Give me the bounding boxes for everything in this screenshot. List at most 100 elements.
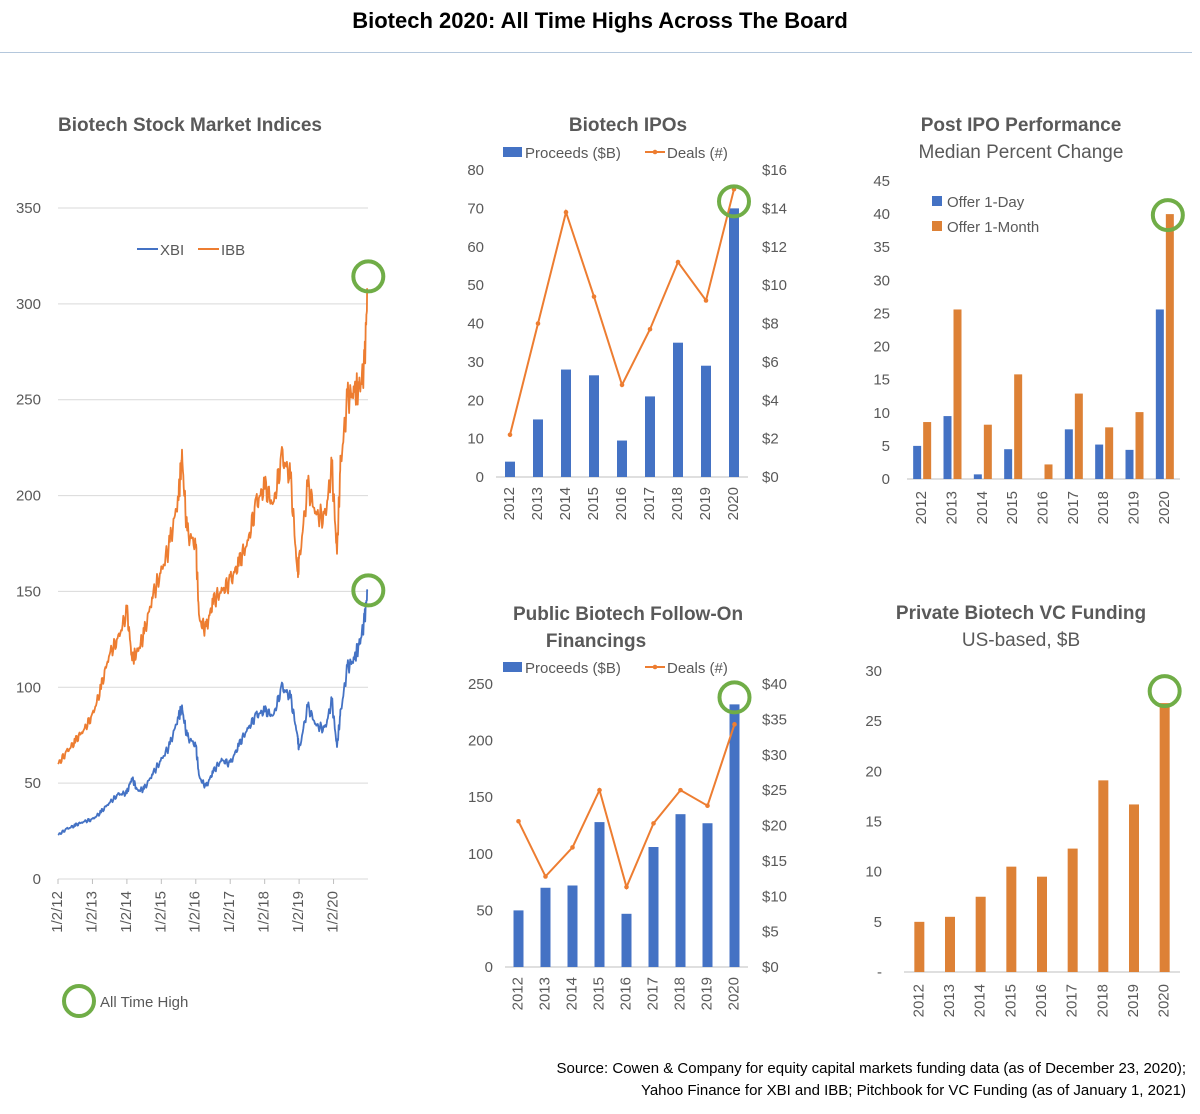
- ipos-bar: [505, 461, 515, 477]
- vc-ath-marker: [1147, 674, 1182, 709]
- vc-x-tick: 2019: [1125, 984, 1142, 1017]
- postipo-subtitle: Median Percent Change: [919, 142, 1124, 163]
- followon-bar: [540, 887, 551, 967]
- postipo-legend-1day-swatch: [932, 196, 942, 206]
- postipo-bar-offer-1-day: [973, 474, 982, 479]
- indices-x-tick: 1/2/18: [256, 891, 273, 933]
- indices-x-tick: 1/2/20: [325, 891, 342, 933]
- followon-bar: [675, 814, 686, 967]
- postipo-y-tick: 20: [873, 339, 890, 356]
- ath-legend-label: All Time High: [100, 994, 188, 1011]
- indices-y-tick: 50: [24, 775, 41, 792]
- followon-legend-deals-dot: [652, 664, 658, 670]
- indices-title: Biotech Stock Market Indices: [58, 115, 322, 136]
- ipos-right-tick: $2: [762, 431, 779, 448]
- postipo-bar-offer-1-month: [1165, 214, 1174, 479]
- postipo-bar-offer-1-day: [943, 416, 952, 479]
- ath-legend-icon: [62, 984, 96, 1018]
- vc-bar-value: [975, 896, 986, 972]
- followon-bar: [567, 885, 578, 967]
- ipos-x-tick: 2017: [641, 487, 658, 520]
- title-divider: [0, 52, 1192, 53]
- followon-left-tick: 100: [468, 846, 493, 863]
- ipos-deals-point: [675, 259, 681, 265]
- followon-ath-marker: [717, 680, 752, 715]
- followon-x-tick: 2015: [590, 977, 607, 1010]
- postipo-bar-offer-1-month: [983, 424, 992, 479]
- ipos-deals-point: [507, 432, 513, 438]
- ipos-right-tick: $0: [762, 469, 779, 486]
- followon-legend-deals: Deals (#): [667, 660, 728, 677]
- vc-bar-value: [945, 916, 955, 972]
- followon-left-tick: 250: [468, 676, 493, 693]
- postipo-y-tick: 0: [882, 471, 890, 488]
- followon-bar: [702, 823, 713, 967]
- ipos-x-tick: 2020: [725, 487, 742, 520]
- vc-bar-value: [1098, 780, 1109, 972]
- followon-deals-point: [570, 845, 575, 850]
- ipos-left-tick: 70: [467, 200, 484, 217]
- ipos-x-tick: 2019: [697, 487, 714, 520]
- ipos-deals-point: [647, 326, 653, 332]
- ipos-bar: [533, 419, 543, 477]
- followon-bar: [621, 913, 632, 967]
- vc-y-tick: 5: [874, 914, 882, 931]
- followon-right-tick: $35: [762, 711, 787, 728]
- ipos-left-tick: 10: [467, 431, 484, 448]
- ipos-deals-point: [619, 382, 625, 388]
- postipo-bar-offer-1-month: [1044, 464, 1053, 479]
- vc-subtitle: US-based, $B: [962, 630, 1080, 651]
- postipo-bar-offer-1-day: [1004, 449, 1013, 479]
- ipos-right-tick: $16: [762, 162, 787, 179]
- postipo-y-tick: 35: [873, 239, 890, 256]
- ipos-bar: [589, 375, 599, 477]
- indices-x-tick: 1/2/16: [187, 891, 204, 933]
- postipo-x-tick: 2013: [943, 491, 960, 524]
- followon-x-tick: 2018: [671, 977, 688, 1010]
- vc-x-tick: 2013: [941, 984, 958, 1017]
- postipo-bar-offer-1-month: [1014, 374, 1023, 479]
- ipos-deals-line: [509, 188, 735, 436]
- postipo-bar-offer-1-day: [1125, 449, 1134, 479]
- followon-x-tick: 2017: [644, 977, 661, 1010]
- followon-bar: [729, 704, 740, 967]
- followon-left-tick: 200: [468, 733, 493, 750]
- ipos-bar: [645, 396, 655, 477]
- vc-x-tick: 2018: [1094, 984, 1111, 1017]
- ipos-deals-point: [703, 298, 709, 303]
- ipos-legend-deals: Deals (#): [667, 145, 728, 162]
- followon-title-line2: Financings: [546, 631, 646, 652]
- vc-bar-value: [1037, 876, 1047, 972]
- vc-bar-value: [1129, 804, 1139, 972]
- postipo-x-tick: 2015: [1004, 491, 1021, 524]
- indices-x-tick: 1/2/19: [290, 891, 307, 933]
- postipo-y-tick: 25: [873, 305, 890, 322]
- ipos-right-tick: $6: [762, 354, 779, 371]
- followon-bar: [594, 822, 605, 967]
- postipo-x-tick: 2017: [1065, 491, 1082, 524]
- ipos-left-tick: 80: [467, 162, 484, 179]
- followon-bar: [513, 910, 524, 967]
- followon-right-tick: $10: [762, 888, 787, 905]
- vc-x-tick: 2015: [1002, 984, 1019, 1017]
- ipos-title: Biotech IPOs: [569, 115, 687, 136]
- vc-x-tick: 2020: [1156, 984, 1173, 1017]
- vc-y-tick: 10: [865, 864, 882, 881]
- vc-x-tick: 2012: [910, 984, 927, 1017]
- ipos-x-tick: 2018: [669, 487, 686, 520]
- ipos-deals-point: [563, 209, 569, 215]
- ipos-right-tick: $14: [762, 200, 787, 217]
- ipos-legend-proceeds: Proceeds ($B): [525, 145, 621, 162]
- followon-deals-line: [517, 724, 736, 891]
- ipos-x-tick: 2013: [529, 487, 546, 520]
- postipo-bar-offer-1-month: [1074, 393, 1083, 479]
- indices-y-tick: 0: [33, 871, 41, 888]
- followon-left-tick: 50: [476, 902, 493, 919]
- source-line-1: Source: Cowen & Company for equity capit…: [556, 1060, 1187, 1077]
- indices-x-tick: 1/2/14: [118, 891, 135, 933]
- postipo-y-tick: 30: [873, 272, 890, 289]
- postipo-ath-marker: [1150, 198, 1185, 233]
- postipo-x-tick: 2019: [1125, 491, 1142, 524]
- postipo-legend-1month-swatch: [932, 221, 942, 231]
